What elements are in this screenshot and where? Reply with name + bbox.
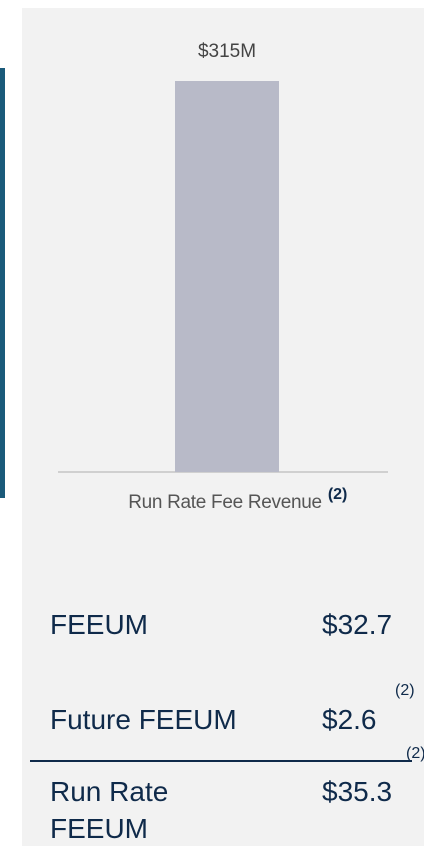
row-label: FEEUM [50,609,148,640]
footnote-marker: (2) [328,486,348,503]
x-tick-label: Run Rate Fee Revenue [128,492,322,513]
data-label: $315M [198,41,256,62]
bar [175,81,279,472]
row-label: Future FEEUM [50,704,237,735]
row-label: Run Rate FEEUM [50,776,169,844]
row-value: $35.3 [322,776,393,807]
accent-bar [0,68,5,498]
chart: $315M Run Rate Fee Revenue (2) [58,41,388,513]
row-value: $32.7 [322,609,393,640]
divider [30,760,412,762]
footnote-marker: (2) [395,682,415,699]
footnote-marker: (2) [406,745,424,762]
row-value: $2.6 [322,704,377,735]
